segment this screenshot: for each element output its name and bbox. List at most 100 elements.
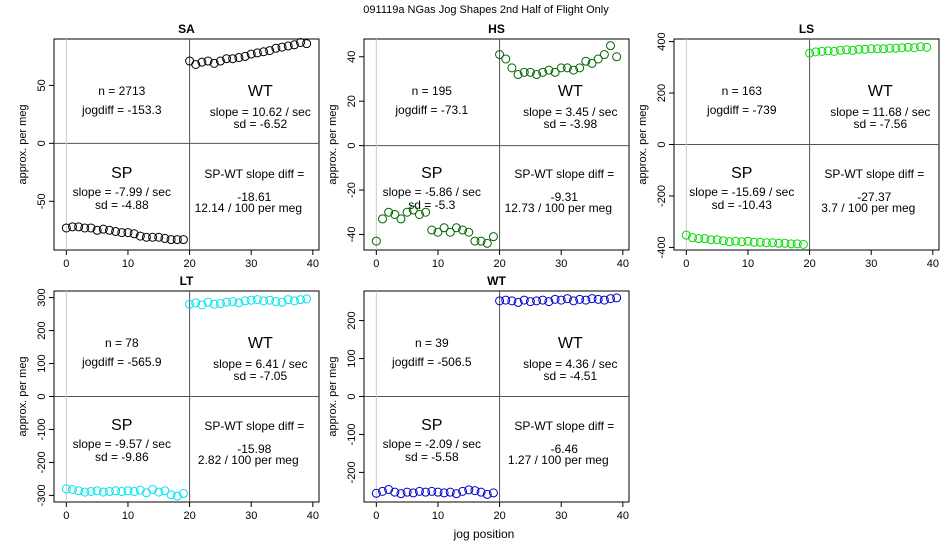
data-point: [916, 42, 926, 52]
data-point: [414, 209, 424, 219]
data-point: [228, 54, 238, 64]
data-point: [550, 294, 560, 304]
data-point: [842, 45, 852, 55]
data-point: [296, 37, 306, 47]
data-point: [612, 293, 622, 303]
sp-slope: slope = -15.69 / sec: [689, 185, 794, 199]
y-axis-label: approx. per meg: [17, 356, 29, 436]
data-point: [390, 209, 400, 219]
data-point: [427, 486, 437, 496]
sp-slope: slope = -9.57 / sec: [73, 437, 171, 451]
x-tick-label: 0: [63, 510, 69, 522]
data-point: [724, 237, 734, 247]
data-point: [501, 54, 511, 64]
data-point: [141, 232, 151, 242]
data-point: [593, 54, 603, 64]
data-point: [427, 225, 437, 235]
y-tick-label: -100: [346, 423, 358, 445]
data-point: [495, 296, 505, 306]
jogdiff: jogdiff = -739: [706, 103, 777, 117]
data-point: [470, 486, 480, 496]
data-point: [265, 46, 275, 56]
y-tick-label: 400: [656, 32, 668, 50]
x-tick-label: 40: [617, 258, 629, 270]
data-point: [507, 296, 517, 306]
data-point: [532, 70, 542, 80]
data-point: [569, 65, 579, 75]
data-point: [562, 63, 572, 73]
sp-slope: slope = -2.09 / sec: [383, 437, 481, 451]
data-point: [172, 491, 182, 501]
data-point: [80, 223, 90, 233]
data-point: [283, 41, 293, 51]
data-point: [277, 297, 287, 307]
data-point: [234, 53, 244, 63]
data-point: [829, 46, 839, 56]
x-tick-label: 40: [307, 510, 319, 522]
y-tick-label: 0: [36, 140, 48, 146]
data-point: [860, 44, 870, 54]
data-point: [160, 486, 170, 496]
data-point: [755, 237, 765, 247]
sp-slope: slope = -5.86 / sec: [383, 185, 481, 199]
data-point: [271, 297, 281, 307]
wt-sd: sd = -6.52: [233, 117, 287, 131]
data-point: [513, 297, 523, 307]
data-point: [891, 43, 901, 53]
x-axis-label: jog position: [453, 527, 515, 541]
x-tick-label: 10: [122, 258, 134, 270]
data-point: [694, 234, 704, 244]
sp-label: SP: [421, 417, 442, 434]
data-point: [104, 225, 114, 235]
data-point: [612, 52, 622, 62]
data-point: [718, 236, 728, 246]
data-point: [507, 63, 517, 73]
data-point: [98, 487, 108, 497]
data-point: [178, 488, 188, 498]
data-point: [228, 297, 238, 307]
data-point: [234, 298, 244, 308]
data-point: [700, 234, 710, 244]
y-tick-label: -200: [656, 185, 668, 207]
wt-slope: slope = 4.36 / sec: [523, 357, 617, 371]
data-point: [606, 41, 616, 51]
x-tick-label: 20: [183, 510, 195, 522]
panel-sa: SA 0 10 20 30 40 -50 0 50 approx. per meg n = 2713…: [17, 22, 320, 270]
y-tick-label: 0: [346, 143, 358, 149]
data-point: [817, 46, 827, 56]
data-point: [421, 207, 431, 217]
data-point: [439, 223, 449, 233]
data-point: [80, 487, 90, 497]
y-tick-label: 0: [656, 141, 668, 147]
x-tick-label: 20: [803, 258, 815, 270]
x-tick-label: 0: [373, 510, 379, 522]
data-point: [209, 58, 219, 68]
wt-label: WT: [558, 83, 583, 100]
data-point: [402, 207, 412, 217]
data-point: [92, 486, 102, 496]
y-tick-label: -50: [36, 193, 48, 209]
x-tick-label: 10: [432, 258, 444, 270]
y-tick-label: -100: [36, 418, 48, 440]
data-point: [743, 236, 753, 246]
data-point: [166, 235, 176, 245]
data-point: [384, 484, 394, 494]
x-tick-label: 0: [63, 258, 69, 270]
wt-label: WT: [248, 83, 273, 100]
data-point: [185, 299, 195, 309]
data-point: [550, 67, 560, 77]
slope-diff-per: 1.27 / 100 per meg: [508, 453, 609, 467]
data-point: [445, 227, 455, 237]
data-point: [706, 235, 716, 245]
data-point: [712, 235, 722, 245]
data-point: [111, 226, 121, 236]
data-point: [519, 295, 529, 305]
x-tick-label: 10: [122, 510, 134, 522]
data-point: [246, 295, 256, 305]
data-point: [749, 237, 759, 247]
data-point: [191, 60, 201, 70]
slope-diff-label: SP-WT slope diff =: [824, 167, 924, 181]
data-point: [111, 486, 121, 496]
data-point: [774, 238, 784, 248]
